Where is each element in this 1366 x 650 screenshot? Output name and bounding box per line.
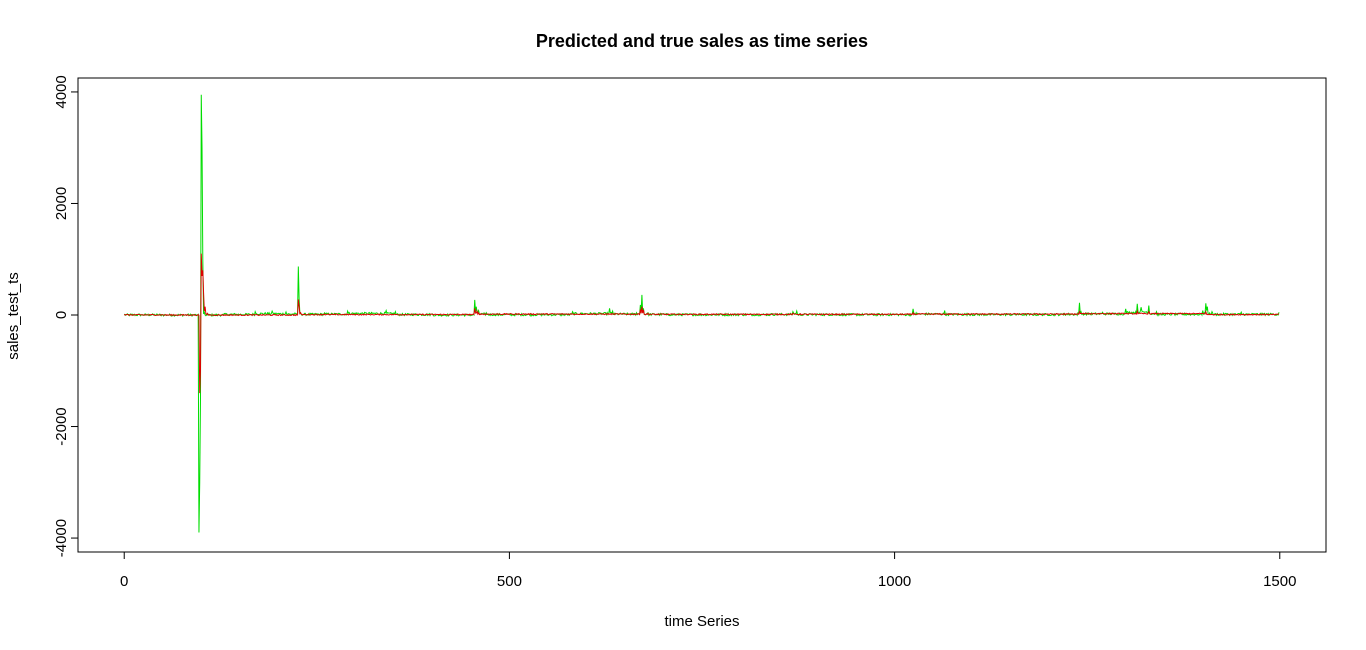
x-axis-label: time Series — [664, 613, 739, 630]
x-axis: 0 500 1000 1500 — [120, 551, 1296, 590]
series-line-1 — [123, 94, 1280, 533]
y-tick-label: -2000 — [53, 407, 70, 445]
y-tick-label: 0 — [53, 311, 70, 319]
x-tick-label: 1000 — [878, 573, 911, 590]
x-tick-label: 0 — [120, 573, 128, 590]
y-tick-label: 4000 — [53, 75, 70, 108]
y-tick-label: 2000 — [53, 187, 70, 220]
y-axis-label: sales_test_ts — [5, 272, 22, 360]
y-axis: -4000 -2000 0 2000 4000 — [53, 75, 79, 557]
series-layer — [123, 94, 1280, 533]
y-tick-label: -4000 — [53, 519, 70, 557]
x-tick-label: 1500 — [1263, 573, 1296, 590]
series-line-2 — [123, 253, 1280, 394]
chart-title: Predicted and true sales as time series — [536, 31, 868, 51]
x-tick-label: 500 — [497, 573, 522, 590]
